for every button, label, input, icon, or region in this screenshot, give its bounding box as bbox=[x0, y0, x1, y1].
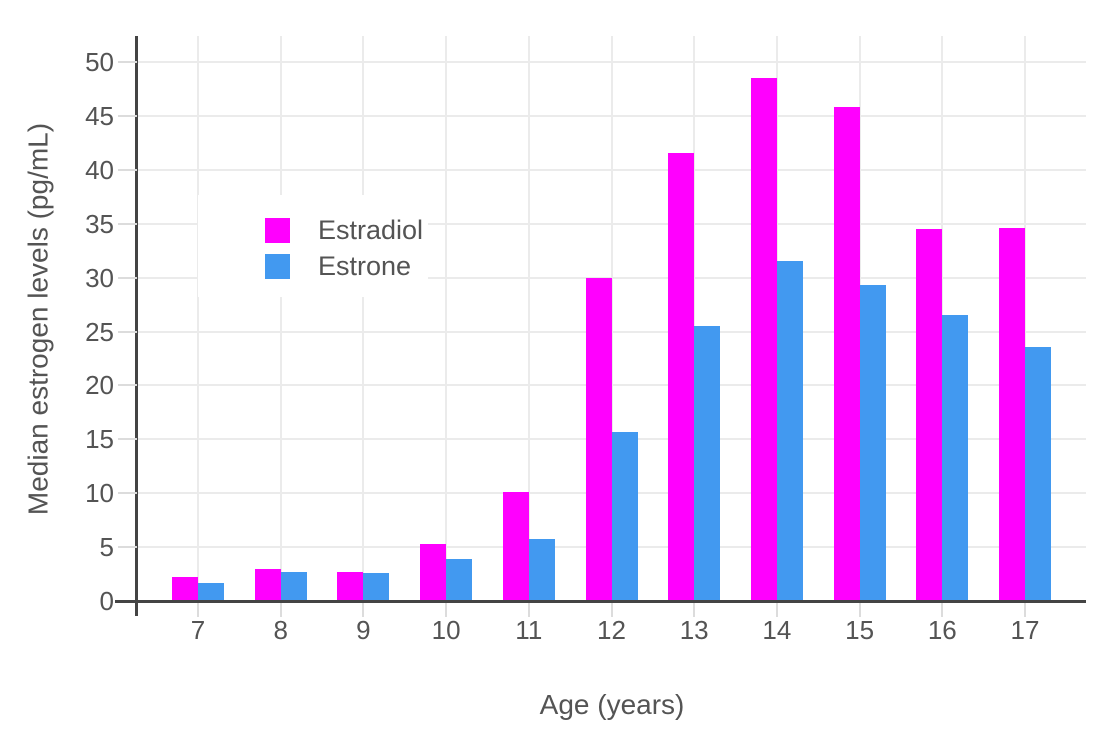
y-tick-label: 25 bbox=[85, 316, 114, 347]
x-axis-title: Age (years) bbox=[539, 689, 685, 720]
x-tick-label: 15 bbox=[845, 615, 875, 645]
bar-estrone-age-9[interactable] bbox=[363, 573, 390, 601]
bar-estrone-age-7[interactable] bbox=[198, 582, 224, 601]
x-tick-label: 14 bbox=[762, 615, 792, 645]
x-tick-label: 9 bbox=[356, 615, 371, 645]
bar-estrone-age-15[interactable] bbox=[859, 285, 886, 601]
y-tick-label: 35 bbox=[85, 208, 114, 239]
y-tick bbox=[118, 168, 137, 171]
x-tick bbox=[693, 603, 696, 617]
y-tick-label: 40 bbox=[85, 154, 114, 185]
x-tick bbox=[197, 603, 199, 617]
x-tick bbox=[445, 603, 448, 617]
legend-label: Estradiol bbox=[318, 215, 424, 245]
x-tick bbox=[279, 603, 282, 617]
estrone-swatch-icon bbox=[265, 253, 290, 279]
x-tick bbox=[362, 603, 365, 617]
bar-estrone-age-8[interactable] bbox=[280, 571, 307, 601]
x-tick-label: 17 bbox=[1010, 615, 1040, 645]
bar-estradiol-age-7[interactable] bbox=[172, 577, 198, 601]
y-tick-label: 50 bbox=[85, 47, 114, 77]
bar-estrone-age-12[interactable] bbox=[611, 431, 638, 601]
gridline-x-9 bbox=[362, 36, 365, 601]
bar-estradiol-age-9[interactable] bbox=[337, 571, 364, 601]
y-tick-label: 15 bbox=[85, 424, 114, 455]
y-tick bbox=[118, 61, 137, 63]
x-tick bbox=[610, 603, 613, 617]
bar-estradiol-age-13[interactable] bbox=[668, 152, 695, 601]
y-tick bbox=[118, 276, 137, 279]
x-tick-label: 12 bbox=[597, 615, 626, 645]
bar-estradiol-age-10[interactable] bbox=[420, 543, 447, 601]
y-tick bbox=[118, 546, 137, 549]
bar-estradiol-age-11[interactable] bbox=[502, 492, 529, 601]
bar-estradiol-age-8[interactable] bbox=[254, 568, 281, 601]
x-tick bbox=[941, 603, 944, 617]
y-tick bbox=[118, 384, 137, 387]
bar-estradiol-age-12[interactable] bbox=[585, 277, 612, 601]
x-tick-label: 13 bbox=[679, 615, 709, 645]
x-tick-label: 10 bbox=[431, 615, 461, 645]
bar-estrone-age-11[interactable] bbox=[528, 538, 555, 601]
bar-estradiol-age-15[interactable] bbox=[833, 107, 860, 601]
y-tick bbox=[118, 114, 137, 117]
x-tick bbox=[858, 603, 861, 617]
gridline-x-11 bbox=[527, 36, 530, 601]
gridline-x-13 bbox=[693, 36, 696, 601]
legend-label: Estrone bbox=[318, 251, 412, 281]
y-tick bbox=[118, 330, 137, 333]
estradiol-swatch-icon bbox=[265, 217, 290, 243]
gridline-x-10 bbox=[445, 36, 448, 601]
y-tick-label: 45 bbox=[85, 100, 114, 131]
gridline-x-12 bbox=[610, 36, 613, 601]
y-axis-title: Median estrogen levels (pg/mL) bbox=[22, 122, 54, 516]
y-tick-label: 30 bbox=[85, 262, 114, 293]
legend-item-estradiol[interactable]: Estradiol bbox=[265, 215, 423, 245]
bar-estrone-age-14[interactable] bbox=[776, 261, 803, 601]
bar-estrone-age-16[interactable] bbox=[942, 315, 969, 601]
y-tick-label: 20 bbox=[85, 370, 114, 401]
plot-area[interactable] bbox=[137, 36, 1086, 601]
legend: Estradiol Estrone bbox=[198, 195, 428, 297]
y-axis-line bbox=[135, 36, 138, 616]
y-tick bbox=[118, 222, 137, 225]
x-tick-label: 8 bbox=[273, 615, 288, 645]
gridline-x-7 bbox=[197, 36, 199, 601]
x-tick-label: 16 bbox=[927, 615, 957, 645]
bar-estradiol-age-17[interactable] bbox=[999, 228, 1025, 601]
bar-estradiol-age-16[interactable] bbox=[916, 229, 943, 601]
y-tick-label: 0 bbox=[99, 586, 114, 616]
gridline-x-17 bbox=[1024, 36, 1026, 601]
bar-estradiol-age-14[interactable] bbox=[750, 78, 777, 601]
bar-estrone-age-17[interactable] bbox=[1025, 346, 1051, 601]
y-tick bbox=[118, 438, 137, 441]
x-tick bbox=[775, 603, 778, 617]
x-tick bbox=[527, 603, 530, 617]
x-tick-label: 7 bbox=[190, 615, 206, 645]
bar-estrone-age-13[interactable] bbox=[694, 326, 721, 601]
bar-estrone-age-10[interactable] bbox=[446, 559, 473, 601]
legend-item-estrone[interactable]: Estrone bbox=[265, 251, 411, 281]
y-tick bbox=[118, 492, 137, 495]
x-tick bbox=[1024, 603, 1026, 617]
y-tick-label: 5 bbox=[99, 532, 114, 563]
x-tick-label: 11 bbox=[515, 615, 543, 645]
gridline-x-8 bbox=[279, 36, 282, 601]
x-axis-line bbox=[115, 600, 1086, 603]
y-tick-label: 10 bbox=[85, 478, 114, 509]
